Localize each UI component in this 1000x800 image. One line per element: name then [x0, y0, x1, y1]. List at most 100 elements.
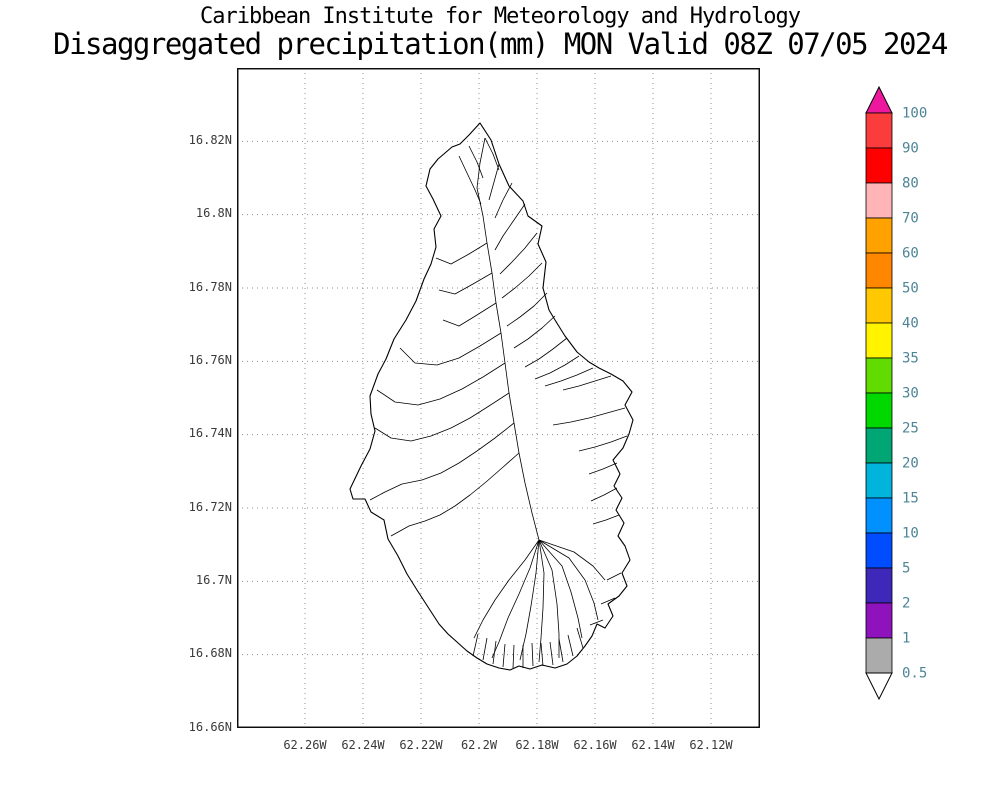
- colorbar-segment: [865, 287, 893, 324]
- colorbar-level-label: 25: [902, 421, 919, 437]
- drainage-line: [606, 572, 622, 581]
- precipitation-colorbar: 100 90 80 70 60 50 40 35 30 25 20 15 10 5 2 1 0.5: [864, 85, 994, 710]
- drainage-line: [476, 137, 540, 541]
- lon-label: 62.22W: [399, 738, 443, 752]
- drainage-line: [506, 292, 548, 327]
- colorbar-segment: [865, 147, 893, 184]
- plot-border: [237, 68, 760, 728]
- colorbar-segment: [865, 602, 893, 639]
- colorbar-level-label: 20: [902, 456, 919, 472]
- drainage-line: [558, 638, 564, 663]
- drainage-line: [540, 642, 544, 667]
- product-title: Disaggregated precipitation(mm) MON Vali…: [53, 27, 948, 61]
- lon-label: 62.16W: [573, 738, 617, 752]
- drainage-line: [502, 643, 506, 668]
- lat-label: 16.7N: [195, 572, 232, 587]
- colorbar-level-label: 10: [902, 526, 919, 542]
- drainage-line: [494, 182, 513, 219]
- drainage-line: [492, 640, 497, 665]
- drainage-line: [512, 644, 515, 669]
- drainage-line: [590, 487, 618, 502]
- montserrat-map-svg: [237, 68, 760, 728]
- colorbar-level-label: 1: [902, 631, 910, 647]
- lon-label: 62.18W: [515, 738, 559, 752]
- drainage-line: [468, 145, 484, 179]
- drainage-line: [576, 627, 584, 649]
- lon-label: 62.24W: [341, 738, 385, 752]
- drainage-line: [538, 539, 599, 621]
- lat-label: 16.8N: [195, 206, 232, 221]
- drainage-line: [538, 539, 606, 581]
- colorbar-level-label: 50: [902, 281, 919, 297]
- colorbar-level-label: 100: [902, 106, 927, 122]
- drainage-line: [399, 332, 502, 366]
- drainage-line: [499, 232, 538, 275]
- drainage-line: [531, 642, 534, 667]
- colorbar-level-label: 30: [902, 386, 919, 402]
- drainage-line: [562, 375, 612, 391]
- drainage-line: [567, 634, 574, 657]
- drainage-line: [442, 302, 497, 327]
- map-plot-area: [237, 68, 760, 728]
- lat-label: 16.74N: [188, 426, 232, 441]
- colorbar-level-label: 15: [902, 491, 919, 507]
- colorbar-level-label: 5: [902, 561, 910, 577]
- drainage-line: [484, 137, 500, 171]
- colorbar-top-arrow: [865, 85, 893, 114]
- colorbar-segment: [865, 357, 893, 394]
- drainage-line: [488, 163, 500, 201]
- drainage-line: [589, 619, 604, 626]
- drainage-line: [369, 422, 515, 501]
- drainage-line: [588, 462, 618, 475]
- drainage-line: [513, 315, 556, 349]
- colorbar-segment: [865, 497, 893, 534]
- drainage-line: [600, 597, 616, 605]
- colorbar-level-label: 70: [902, 211, 919, 227]
- lat-label: 16.68N: [188, 646, 232, 661]
- lat-label: 16.76N: [188, 352, 232, 367]
- lon-label: 62.2W: [460, 738, 498, 752]
- drainage-line: [472, 633, 479, 657]
- drainage-line: [538, 539, 545, 663]
- lon-label: 62.26W: [283, 738, 327, 752]
- drainage-line: [491, 539, 540, 659]
- colorbar-segment: [865, 427, 893, 464]
- drainage-line: [494, 203, 526, 251]
- drainage-line: [458, 155, 482, 205]
- drainage-line: [519, 539, 540, 661]
- colorbar-segment: [865, 182, 893, 219]
- drainage-line: [524, 337, 568, 368]
- colorbar-level-label: 90: [902, 141, 919, 157]
- lon-label: 62.14W: [631, 738, 675, 752]
- drainage-line: [435, 242, 488, 265]
- drainage-line: [438, 272, 493, 295]
- colorbar-level-label: 2: [902, 596, 910, 612]
- colorbar-level-label: 0.5: [902, 666, 927, 682]
- colorbar-segment: [865, 217, 893, 254]
- drainage-line: [538, 539, 583, 639]
- drainage-line: [501, 262, 543, 299]
- colorbar-level-label: 60: [902, 246, 919, 262]
- lat-label: 16.66N: [188, 719, 232, 734]
- drainage-line: [544, 367, 594, 387]
- drainage-line: [578, 435, 628, 452]
- lat-label: 16.72N: [188, 499, 232, 514]
- colorbar-level-label: 40: [902, 316, 919, 332]
- drainage-line: [374, 392, 510, 442]
- drainage-line: [592, 514, 620, 525]
- drainage-line: [534, 355, 580, 380]
- colorbar-segment: [865, 112, 893, 149]
- drainage-line: [376, 362, 506, 406]
- colorbar-segment: [865, 462, 893, 499]
- lon-label: 62.12W: [689, 738, 733, 752]
- drainage-line: [482, 637, 488, 661]
- colorbar-segment: [865, 252, 893, 289]
- lat-label: 16.82N: [188, 133, 232, 147]
- institute-title: Caribbean Institute for Meteorology and …: [199, 4, 801, 29]
- drainage-line: [549, 641, 554, 666]
- island-coastline: [349, 122, 634, 671]
- drainage-line: [473, 539, 540, 639]
- colorbar-bottom-arrow: [865, 672, 893, 701]
- colorbar-level-label: 80: [902, 176, 919, 192]
